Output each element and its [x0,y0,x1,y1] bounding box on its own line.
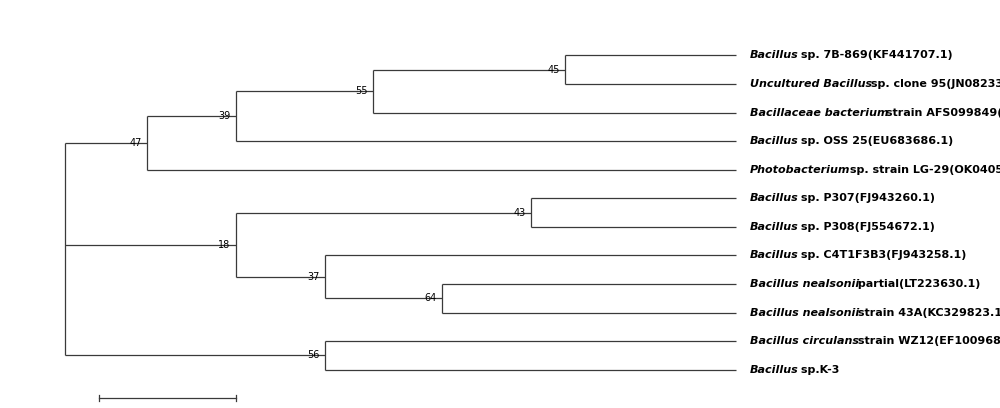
Text: 18: 18 [218,239,231,250]
Text: sp. 7B-869(KF441707.1): sp. 7B-869(KF441707.1) [797,51,952,60]
Text: sp. C4T1F3B3(FJ943258.1): sp. C4T1F3B3(FJ943258.1) [797,251,966,260]
Text: Photobacterium: Photobacterium [750,165,851,175]
Text: 37: 37 [307,272,320,282]
Text: Bacillus: Bacillus [750,136,799,146]
Text: Bacillus: Bacillus [750,365,799,375]
Text: sp. OSS 25(EU683686.1): sp. OSS 25(EU683686.1) [797,136,953,146]
Text: 39: 39 [218,111,231,121]
Text: sp. P308(FJ554672.1): sp. P308(FJ554672.1) [797,222,934,232]
Text: Bacillus: Bacillus [750,51,799,60]
Text: Bacillus: Bacillus [750,193,799,203]
Text: strain AFS099849(OP986711.1): strain AFS099849(OP986711.1) [882,108,1000,118]
Text: Bacillus: Bacillus [750,222,799,232]
Text: 56: 56 [307,350,320,360]
Text: sp. P307(FJ943260.1): sp. P307(FJ943260.1) [797,193,935,203]
Text: 43: 43 [513,208,525,217]
Text: 47: 47 [129,138,142,148]
Text: 64: 64 [424,293,436,303]
Text: Bacillus circulans: Bacillus circulans [750,336,859,346]
Text: partial(LT223630.1): partial(LT223630.1) [854,279,981,289]
Text: Bacillus nealsonii: Bacillus nealsonii [750,308,859,317]
Text: 45: 45 [547,65,560,75]
Text: sp.K-3: sp.K-3 [797,365,839,375]
Text: Bacillaceae bacterium: Bacillaceae bacterium [750,108,889,118]
Text: strain WZ12(EF100968.1): strain WZ12(EF100968.1) [854,336,1000,346]
Text: Uncultured Bacillus: Uncultured Bacillus [750,79,872,89]
Text: sp. strain LG-29(OK040506.1): sp. strain LG-29(OK040506.1) [846,165,1000,175]
Text: Bacillus: Bacillus [750,251,799,260]
Text: strain 43A(KC329823.1): strain 43A(KC329823.1) [854,308,1000,317]
Text: sp. clone 95(JN082330.1): sp. clone 95(JN082330.1) [867,79,1000,89]
Text: 55: 55 [355,86,368,96]
Text: Bacillus nealsonii: Bacillus nealsonii [750,279,859,289]
